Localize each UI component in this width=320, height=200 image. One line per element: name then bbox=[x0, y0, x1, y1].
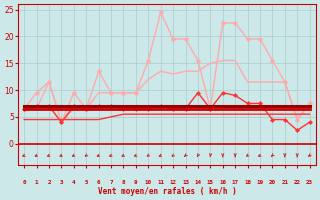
X-axis label: Vent moyen/en rafales ( km/h ): Vent moyen/en rafales ( km/h ) bbox=[98, 187, 236, 196]
